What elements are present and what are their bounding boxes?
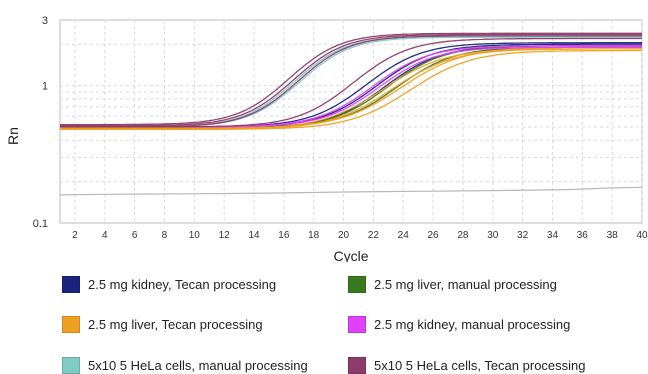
x-tick-label: 14 xyxy=(248,230,260,241)
x-tick-label: 18 xyxy=(308,230,320,241)
legend-swatch xyxy=(62,276,80,293)
x-tick-label: 36 xyxy=(577,230,589,241)
amplification-curve xyxy=(60,49,642,131)
legend-swatch xyxy=(348,276,366,293)
y-tick-label: 3 xyxy=(42,15,48,27)
qpcr-amplification-chart: 2 4 6 8 10 12 14 16 18 20 22 24 26 28 30 32 34 36 38 40 0.1… xyxy=(5,15,648,262)
x-tick-label: 6 xyxy=(132,230,138,241)
x-axis-label: Cycle xyxy=(333,248,368,262)
legend-item-kidney-manual: 2.5 mg kidney, manual processing xyxy=(348,316,570,333)
x-tick-label: 12 xyxy=(219,230,231,241)
y-tick-label: 1 xyxy=(42,81,48,93)
legend-item-kidney-tecan: 2.5 mg kidney, Tecan processing xyxy=(62,276,276,293)
y-tick-labels: 0.1 1 3 xyxy=(33,15,48,230)
x-tick-labels: 2 4 6 8 10 12 14 16 18 20 22 24 26 28 30 32 34 36 38 40 xyxy=(72,230,648,241)
baseline-curve xyxy=(59,186,643,196)
x-tick-label: 4 xyxy=(102,230,108,241)
x-tick-label: 30 xyxy=(487,230,499,241)
legend-label: 2.5 mg kidney, manual processing xyxy=(374,317,571,332)
amplification-curve xyxy=(60,37,642,128)
x-tick-label: 24 xyxy=(398,230,410,241)
legend-swatch xyxy=(348,316,366,333)
legend-label: 2.5 mg liver, Tecan processing xyxy=(88,317,263,332)
legend-item-liver-manual: 2.5 mg liver, manual processing xyxy=(348,276,557,293)
legend-item-hela-manual: 5x10 5 HeLa cells, manual processing xyxy=(62,357,308,374)
y-axis-label: Rn xyxy=(5,127,21,145)
amplification-curve xyxy=(59,33,642,127)
plot-area xyxy=(59,19,643,224)
legend-swatch xyxy=(348,357,366,374)
x-tick-label: 38 xyxy=(607,230,619,241)
legend-label: 5x10 5 HeLa cells, Tecan processing xyxy=(374,358,586,373)
x-tick-label: 16 xyxy=(278,230,290,241)
x-tick-label: 28 xyxy=(457,230,469,241)
legend-swatch xyxy=(62,357,80,374)
legend-label: 5x10 5 HeLa cells, manual processing xyxy=(88,358,308,373)
x-tick-label: 22 xyxy=(368,230,380,241)
x-tick-label: 40 xyxy=(636,230,648,241)
x-tick-label: 34 xyxy=(547,230,559,241)
amplification-curve xyxy=(60,32,642,126)
legend-item-hela-tecan: 5x10 5 HeLa cells, Tecan processing xyxy=(348,357,586,374)
amplification-curves xyxy=(59,32,643,196)
x-tick-label: 10 xyxy=(189,230,201,241)
grid-lines xyxy=(60,20,643,223)
legend-label: 2.5 mg kidney, Tecan processing xyxy=(88,277,277,292)
legend-swatch xyxy=(62,316,80,333)
x-tick-label: 32 xyxy=(517,230,529,241)
legend-item-liver-tecan: 2.5 mg liver, Tecan processing xyxy=(62,316,263,333)
x-tick-label: 20 xyxy=(338,230,350,241)
legend-label: 2.5 mg liver, manual processing xyxy=(374,277,557,292)
y-tick-label: 0.1 xyxy=(33,218,48,230)
x-tick-label: 2 xyxy=(72,230,78,241)
x-tick-label: 26 xyxy=(428,230,440,241)
x-tick-label: 8 xyxy=(162,230,168,241)
